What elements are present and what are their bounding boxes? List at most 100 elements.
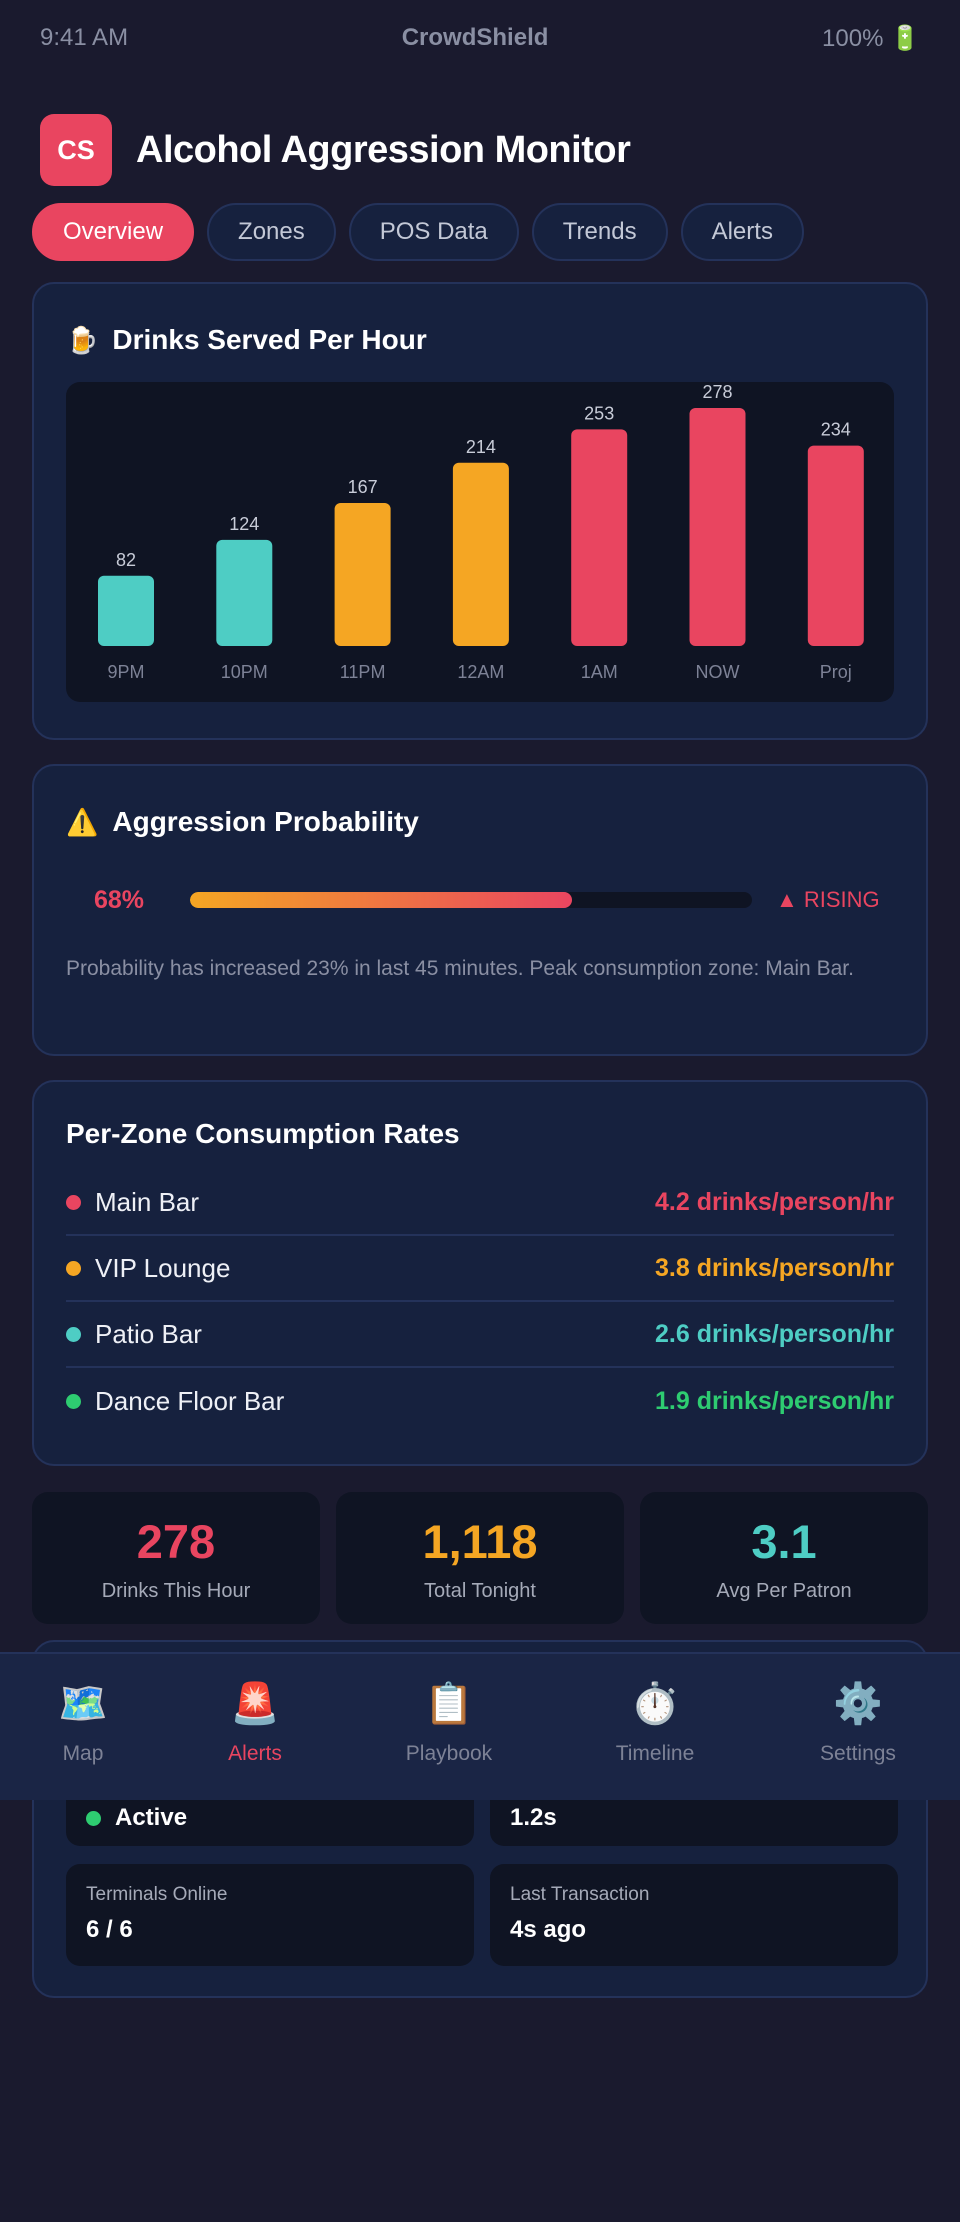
zone-rate: 1.9 drinks/person/hr [655,1386,894,1415]
clipboard-icon: 📋 [424,1682,474,1726]
aggression-note: Probability has increased 23% in last 45… [66,957,854,980]
pos-latency-value: 1.2s [510,1804,557,1831]
stat-total-tonight: 1,118 Total Tonight [336,1492,624,1624]
zone-status-dot [66,1326,81,1342]
chart-bar-1am [571,429,628,646]
list-item[interactable]: Dance Floor Bar 1.9 drinks/person/hr [66,1368,894,1434]
zone-name: VIP Lounge [95,1252,231,1283]
stat-value: 1,118 [422,1515,538,1568]
zone-consumption-card: Per-Zone Consumption Rates Main Bar 4.2 … [32,1080,928,1466]
chart-bar-9pm [98,575,154,646]
tab-pos-data[interactable]: POS Data [348,203,519,261]
zone-status-dot [66,1260,81,1276]
nav-item-map[interactable]: 🗺️ Map [3,1678,163,1766]
nav-label: Settings [820,1742,896,1765]
stat-drinks-this-hour: 278 Drinks This Hour [32,1492,320,1624]
page-title: Alcohol Aggression Monitor [136,128,631,171]
nav-item-timeline[interactable]: ⏱️ Timeline [575,1678,735,1766]
zone-name: Patio Bar [95,1318,202,1349]
pos-status-text: Active [115,1804,188,1831]
tab-overview[interactable]: Overview [32,203,195,261]
last-transaction-label: Last Transaction [510,1884,650,1905]
pos-terminals-box: Terminals Online 6 / 6 [66,1864,474,1966]
drinks-card-title: 🍺 Drinks Served Per Hour [66,324,894,356]
tab-bar: Overview Zones POS Data Trends Alerts [0,203,960,261]
aggression-progress-track [190,892,752,908]
terminals-value: 6 / 6 [86,1916,133,1943]
chart-bar-value: 253 [584,403,614,423]
nav-item-playbook[interactable]: 📋 Playbook [369,1678,529,1766]
stopwatch-icon: ⏱️ [630,1682,680,1726]
drinks-chart-svg: 82 9PM 124 10PM 167 11PM 214 12AM 253 1AM 278 NOW 23… [98,382,864,682]
zone-name: Main Bar [95,1186,200,1217]
status-battery: 100% 🔋 [822,24,920,52]
chart-tick-label: 9PM [107,662,144,682]
aggression-probability-card: ⚠️ Aggression Probability 68% ▲ RISING P… [32,764,928,1056]
stat-label: Total Tonight [424,1580,536,1602]
stat-value: 278 [136,1515,216,1568]
chart-bar-12am [452,462,509,646]
nav-item-alerts[interactable]: 🚨 Alerts [175,1678,335,1766]
chart-tick-label: 12AM [457,662,504,682]
zone-rate: 3.8 drinks/person/hr [655,1253,894,1282]
tab-trends[interactable]: Trends [531,203,668,261]
chart-bar-value: 278 [702,382,732,402]
stat-label: Avg Per Patron [716,1580,852,1602]
zone-list: Main Bar 4.2 drinks/person/hr VIP Lounge… [66,1170,894,1434]
tab-alerts[interactable]: Alerts [680,203,804,261]
stat-value: 3.1 [751,1515,817,1568]
nav-item-settings[interactable]: ⚙️ Settings [778,1678,938,1766]
aggression-card-title: ⚠️ Aggression Probability [66,806,894,838]
list-item[interactable]: VIP Lounge 3.8 drinks/person/hr [66,1236,894,1302]
chart-bar-value: 234 [821,420,851,440]
chart-bar-value: 82 [116,550,136,570]
chart-tick-label: Proj [820,662,852,682]
bottom-nav: 🗺️ Map 🚨 Alerts 📋 Playbook ⏱️ Timeline ⚙… [0,1652,960,1800]
aggression-meter: 68% ▲ RISING [66,880,894,920]
app-logo: CS [40,114,112,186]
drinks-card-title-text: Drinks Served Per Hour [112,324,427,355]
drinks-bar-chart: 82 9PM 124 10PM 167 11PM 214 12AM 253 1AM 278 NOW 23… [66,382,894,702]
nav-label: Alerts [228,1742,282,1765]
chart-bar-value: 167 [348,477,378,497]
stat-label: Drinks This Hour [101,1580,251,1602]
chart-bar-11pm [334,503,391,646]
aggression-trend-badge: ▲ RISING [776,887,880,912]
last-transaction-value: 4s ago [510,1916,587,1943]
alert-siren-icon: 🚨 [230,1682,280,1726]
chart-tick-label: NOW [696,662,740,682]
aggression-percent: 68% [94,885,145,914]
chart-bar-value: 214 [466,437,496,457]
chart-bar-10pm [216,539,273,646]
warning-icon: ⚠️ [66,806,99,837]
app-header: CS Alcohol Aggression Monitor [0,76,960,200]
chart-bar-value: 124 [229,514,259,534]
map-icon: 🗺️ [58,1682,108,1726]
zone-rate: 2.6 drinks/person/hr [655,1319,894,1348]
aggression-progress-fill [190,892,573,908]
chart-tick-label: 10PM [221,662,268,682]
chart-tick-label: 11PM [340,662,386,682]
terminals-label: Terminals Online [86,1884,228,1905]
zone-rate: 4.2 drinks/person/hr [655,1187,894,1216]
drinks-per-hour-card: 🍺 Drinks Served Per Hour 82 9PM 124 10PM 167… [32,282,928,740]
chart-bar-proj [807,445,864,646]
zone-status-dot [66,1194,81,1210]
zone-name: Dance Floor Bar [95,1385,285,1416]
status-carrier: CrowdShield [401,24,549,51]
list-item[interactable]: Main Bar 4.2 drinks/person/hr [66,1170,894,1236]
chart-bar-now [689,408,746,646]
nav-label: Playbook [405,1742,493,1765]
gear-icon: ⚙️ [833,1682,883,1726]
pos-status-value: Active [86,1772,454,1832]
zone-status-dot [66,1393,81,1409]
status-time: 9:41 AM [40,24,129,51]
nav-label: Map [62,1742,104,1765]
beer-mug-icon: 🍺 [66,324,99,355]
aggression-card-title-text: Aggression Probability [112,806,419,837]
zones-card-title: Per-Zone Consumption Rates [66,1118,460,1149]
list-item[interactable]: Patio Bar 2.6 drinks/person/hr [66,1302,894,1368]
active-status-dot [86,1810,101,1826]
nav-label: Timeline [615,1742,695,1765]
tab-zones[interactable]: Zones [207,203,336,261]
